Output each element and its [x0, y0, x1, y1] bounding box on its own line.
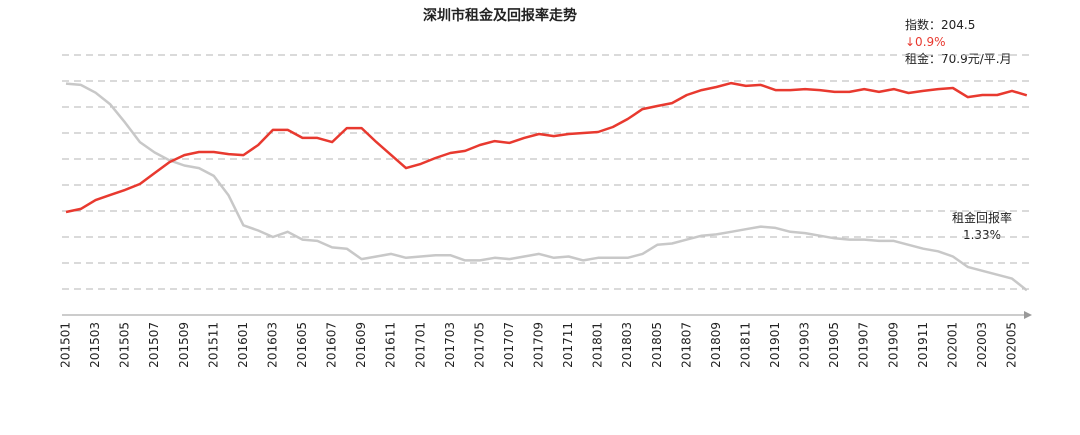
x-tick-label: 201911 [916, 322, 930, 368]
x-tick-label: 201705 [472, 322, 486, 368]
x-tick-label: 201707 [502, 322, 516, 368]
annotation: 1.33% [963, 228, 1001, 242]
chart-title: 深圳市租金及回报率走势 [423, 7, 577, 24]
annotation: 指数：204.5 [905, 17, 975, 32]
x-tick-label: 201701 [413, 322, 427, 368]
annotation: ↓0.9% [905, 35, 946, 49]
x-tick-label: 201703 [443, 322, 457, 368]
x-tick-label: 201505 [118, 322, 132, 368]
x-tick-label: 201509 [177, 322, 191, 368]
x-tick-label: 201603 [265, 322, 279, 368]
x-tick-label: 201611 [384, 322, 398, 368]
x-tick-label: 201909 [886, 322, 900, 368]
x-tick-label: 201709 [532, 322, 546, 368]
x-tick-label: 201803 [620, 322, 634, 368]
x-tick-label: 201501 [59, 322, 73, 368]
x-tick-label: 201801 [591, 322, 605, 368]
x-tick-label: 201607 [325, 322, 339, 368]
series-line [65, 81, 1028, 214]
x-tick-label: 201711 [561, 322, 575, 368]
x-tick-label: 201811 [738, 322, 752, 368]
annotation: 租金：70.9元/平.月 [905, 51, 1012, 66]
x-tick-label: 201609 [354, 322, 368, 368]
axis-arrow [1024, 311, 1032, 319]
x-tick-label: 201905 [827, 322, 841, 368]
x-tick-label: 201809 [709, 322, 723, 368]
annotation: 租金回报率 [952, 210, 1012, 225]
x-tick-label: 201605 [295, 322, 309, 368]
x-tick-label: 201507 [147, 322, 161, 368]
x-tick-label: 201503 [88, 322, 102, 368]
x-tick-label: 201907 [857, 322, 871, 368]
x-tick-label: 202003 [975, 322, 989, 368]
x-tick-label: 201601 [236, 322, 250, 368]
x-tick-label: 201901 [768, 322, 782, 368]
x-tick-label: 201807 [679, 322, 693, 368]
x-tick-label: 201903 [798, 322, 812, 368]
x-tick-label: 201805 [650, 322, 664, 368]
x-tick-label: 201511 [206, 322, 220, 368]
series-line [65, 82, 1028, 292]
x-tick-label: 202005 [1005, 322, 1019, 368]
x-tick-label: 202001 [945, 322, 959, 368]
